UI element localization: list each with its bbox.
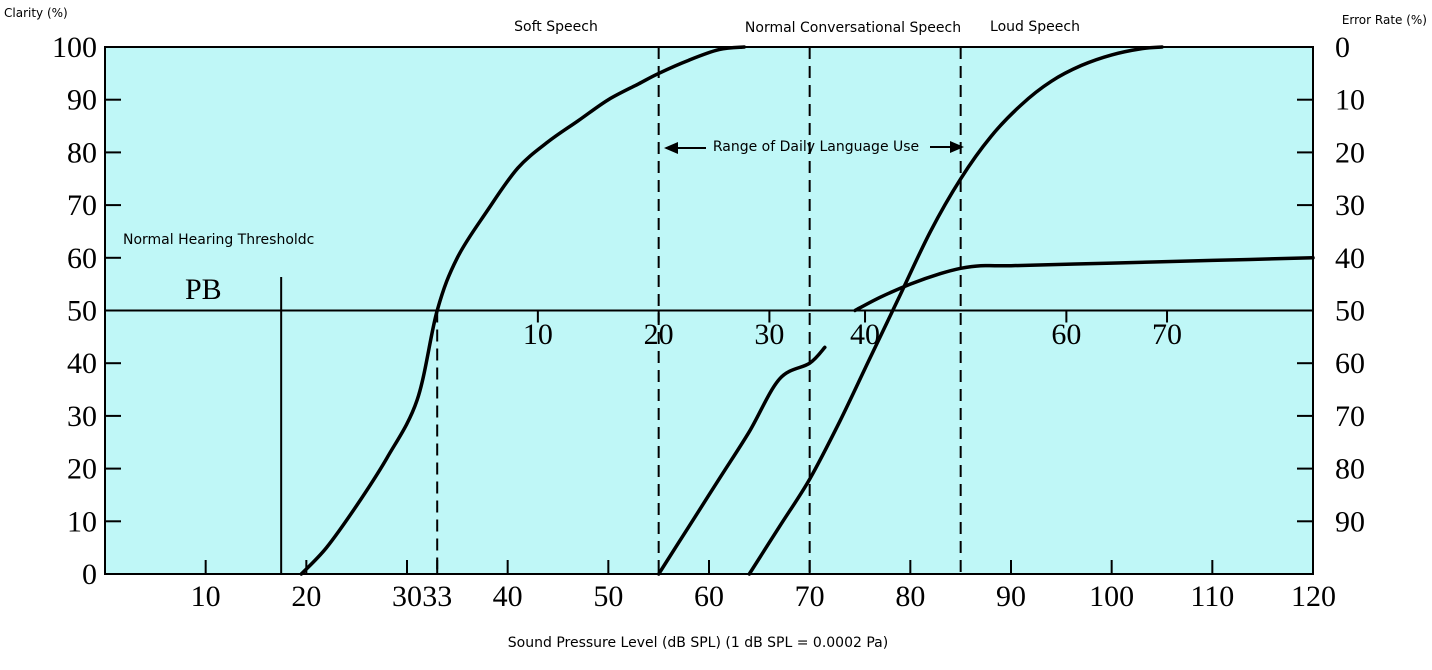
vertical-lines bbox=[105, 47, 1313, 574]
daily-range-arrowhead-right bbox=[950, 141, 964, 153]
pb-scale-tick-label: 60 bbox=[1051, 318, 1081, 351]
y-left-tick-label: 0 bbox=[82, 558, 97, 591]
pb-scale-tick-label: 30 bbox=[754, 318, 784, 351]
soft-speech-label: Soft Speech bbox=[514, 19, 598, 35]
x-tick-label: 20 bbox=[291, 580, 321, 613]
y-left-tick-label: 30 bbox=[67, 400, 97, 433]
y-right-ticks: 90 80 70 60 50 40 30 20 10 0 bbox=[1297, 31, 1365, 538]
y-right-tick-label: 30 bbox=[1335, 189, 1365, 222]
y-right-tick-label: 80 bbox=[1335, 453, 1365, 486]
y-right-tick-label: 90 bbox=[1335, 505, 1365, 538]
normal-speech-label: Normal Conversational Speech bbox=[745, 20, 961, 36]
y-left-tick-label: 40 bbox=[67, 347, 97, 380]
x-tick-label: 10 bbox=[191, 580, 221, 613]
x-tick-label: 120 bbox=[1291, 580, 1336, 613]
y-right-tick-label: 50 bbox=[1335, 295, 1365, 328]
pb-scale-tick-label: 20 bbox=[644, 318, 674, 351]
left-axis-label: Clarity (%) bbox=[4, 6, 68, 20]
normal-threshold-label: Normal Hearing Thresholdc bbox=[123, 232, 314, 248]
daily-range-label: Range of Daily Language Use bbox=[713, 139, 919, 155]
y-left-tick-label: 70 bbox=[67, 189, 97, 222]
data-curves bbox=[299, 45, 1315, 576]
x-tick-label: 30 bbox=[392, 580, 422, 613]
y-left-tick-label: 20 bbox=[67, 453, 97, 486]
daily-range-arrows bbox=[664, 141, 964, 154]
y-right-tick-label: 40 bbox=[1335, 242, 1365, 275]
pb-label: PB bbox=[185, 273, 222, 306]
loud-speech-label: Loud Speech bbox=[990, 19, 1080, 35]
pb-scale-tick-label: 10 bbox=[523, 318, 553, 351]
y-left-tick-label: 90 bbox=[67, 84, 97, 117]
daily-range-arrowhead-left bbox=[664, 142, 678, 154]
pb-scale-tick-label: 40 bbox=[850, 318, 880, 351]
y-left-ticks: 0 10 20 30 40 50 60 70 80 90 100 bbox=[52, 31, 121, 591]
series-curve-0 bbox=[299, 45, 746, 576]
series-curve-2 bbox=[747, 45, 1164, 576]
right-axis-label: Error Rate (%) bbox=[1342, 13, 1427, 27]
y-right-tick-label: 70 bbox=[1335, 400, 1365, 433]
y-right-tick-label: 20 bbox=[1335, 136, 1365, 169]
pb-scale-ticks: 10 20 30 40 60 70 bbox=[523, 310, 1182, 351]
series-curve-3 bbox=[853, 256, 1315, 313]
y-right-tick-label: 10 bbox=[1335, 84, 1365, 117]
x-tick-label: 40 bbox=[493, 580, 523, 613]
x-axis-label: Sound Pressure Level (dB SPL) (1 dB SPL … bbox=[508, 635, 888, 651]
x-tick-label: 50 bbox=[593, 580, 623, 613]
y-left-tick-label: 100 bbox=[52, 31, 97, 64]
y-left-tick-label: 50 bbox=[67, 295, 97, 328]
x-tick-label: 60 bbox=[694, 580, 724, 613]
y-right-tick-label: 0 bbox=[1335, 31, 1350, 64]
y-right-tick-label: 60 bbox=[1335, 347, 1365, 380]
y-left-tick-label: 80 bbox=[67, 136, 97, 169]
series-curve-1 bbox=[656, 345, 827, 576]
x-tick-label: 110 bbox=[1190, 580, 1234, 613]
x-tick-label: 70 bbox=[795, 580, 825, 613]
pb-scale-tick-label: 70 bbox=[1152, 318, 1182, 351]
y-left-tick-label: 60 bbox=[67, 242, 97, 275]
x-tick-label: 80 bbox=[895, 580, 925, 613]
x-tick-label: 100 bbox=[1089, 580, 1134, 613]
y-left-tick-label: 10 bbox=[67, 505, 97, 538]
x-ticks: 10 20 30 33 40 50 60 70 80 90 100 110 120 bbox=[191, 560, 1336, 613]
x-tick-label: 33 bbox=[422, 580, 452, 613]
x-tick-label: 90 bbox=[996, 580, 1026, 613]
